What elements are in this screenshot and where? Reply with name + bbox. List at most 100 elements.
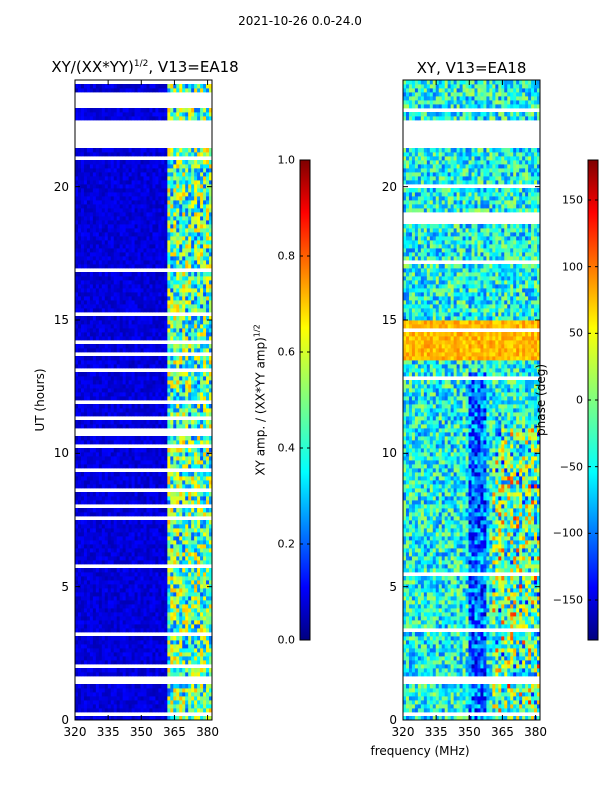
heatmap-cell bbox=[203, 356, 207, 361]
heatmap-cell bbox=[122, 548, 127, 553]
heatmap-cell bbox=[75, 240, 79, 245]
heatmap-cell bbox=[200, 364, 204, 369]
heatmap-cell bbox=[167, 292, 171, 297]
heatmap-cell bbox=[149, 704, 153, 709]
heatmap-cell bbox=[92, 436, 97, 441]
heatmap-cell bbox=[173, 348, 177, 353]
heatmap-cell bbox=[161, 304, 165, 309]
heatmap-cell bbox=[95, 392, 100, 397]
heatmap-cell bbox=[158, 524, 162, 529]
heatmap-cell bbox=[116, 300, 121, 305]
heatmap-cell bbox=[125, 208, 130, 213]
heatmap-cell bbox=[185, 288, 189, 293]
heatmap-cell bbox=[137, 572, 141, 577]
heatmap-cell bbox=[203, 288, 207, 293]
heatmap-cell bbox=[83, 204, 88, 209]
heatmap-cell bbox=[75, 624, 79, 629]
heatmap-cell bbox=[116, 704, 121, 709]
heatmap-cell bbox=[116, 224, 121, 229]
heatmap-cell bbox=[80, 264, 85, 269]
heatmap-cell bbox=[125, 696, 130, 701]
heatmap-cell bbox=[101, 248, 106, 253]
heatmap-cell bbox=[203, 300, 207, 305]
heatmap-cell bbox=[86, 548, 91, 553]
heatmap-cell bbox=[158, 320, 162, 325]
heatmap-cell bbox=[101, 348, 106, 353]
heatmap-cell bbox=[200, 224, 204, 229]
heatmap-cell bbox=[75, 620, 79, 625]
heatmap-cell bbox=[209, 208, 212, 213]
heatmap-cell bbox=[173, 436, 177, 441]
heatmap-cell bbox=[75, 684, 79, 689]
heatmap-cell bbox=[140, 424, 144, 429]
heatmap-cell bbox=[113, 636, 118, 641]
heatmap-cell bbox=[101, 204, 106, 209]
heatmap-cell bbox=[140, 524, 144, 529]
heatmap-cell bbox=[113, 608, 118, 613]
heatmap-cell bbox=[155, 592, 159, 597]
heatmap-cell bbox=[122, 524, 127, 529]
heatmap-cell bbox=[89, 372, 94, 377]
heatmap-cell bbox=[86, 604, 91, 609]
heatmap-cell bbox=[128, 704, 132, 709]
heatmap-cell bbox=[206, 316, 210, 321]
heatmap-cell bbox=[110, 612, 115, 617]
heatmap-cell bbox=[119, 388, 124, 393]
heatmap-cell bbox=[161, 596, 165, 601]
heatmap-cell bbox=[206, 548, 210, 553]
heatmap-cell bbox=[83, 716, 88, 720]
heatmap-cell bbox=[188, 528, 192, 533]
heatmap-cell bbox=[149, 688, 153, 693]
heatmap-cell bbox=[176, 376, 180, 381]
heatmap-cell bbox=[164, 448, 168, 453]
heatmap-cell bbox=[83, 228, 88, 233]
heatmap-cell bbox=[170, 568, 174, 573]
heatmap-cell bbox=[194, 332, 198, 337]
heatmap-cell bbox=[185, 572, 189, 577]
heatmap-cell bbox=[176, 708, 180, 713]
heatmap-cell bbox=[75, 616, 79, 621]
heatmap-cell bbox=[98, 392, 103, 397]
heatmap-cell bbox=[89, 568, 94, 573]
heatmap-cell bbox=[137, 300, 141, 305]
heatmap-cell bbox=[149, 440, 153, 445]
heatmap-cell bbox=[143, 320, 147, 325]
heatmap-cell bbox=[200, 216, 204, 221]
heatmap-cell bbox=[188, 532, 192, 537]
heatmap-cell bbox=[167, 528, 171, 533]
heatmap-cell bbox=[98, 540, 103, 545]
heatmap-cell bbox=[137, 384, 141, 389]
heatmap-cell bbox=[89, 436, 94, 441]
heatmap-cell bbox=[122, 704, 127, 709]
heatmap-cell bbox=[137, 512, 141, 517]
heatmap-cell bbox=[146, 216, 150, 221]
heatmap-cell bbox=[119, 652, 124, 657]
heatmap-cell bbox=[101, 580, 106, 585]
heatmap-cell bbox=[98, 436, 103, 441]
heatmap-cell bbox=[149, 424, 153, 429]
heatmap-cell bbox=[185, 612, 189, 617]
heatmap-cell bbox=[149, 252, 153, 257]
heatmap-cell bbox=[164, 536, 168, 541]
heatmap-cell bbox=[155, 380, 159, 385]
figure-suptitle: 2021-10-26 0.0-24.0 bbox=[238, 14, 362, 28]
heatmap-cell bbox=[98, 700, 103, 705]
heatmap-cell bbox=[146, 540, 150, 545]
heatmap-cell bbox=[170, 296, 174, 301]
heatmap-cell bbox=[137, 588, 141, 593]
heatmap-cell bbox=[158, 708, 162, 713]
heatmap-cell bbox=[179, 208, 183, 213]
heatmap-cell bbox=[83, 668, 88, 673]
heatmap-cell bbox=[104, 580, 109, 585]
heatmap-cell bbox=[119, 656, 124, 661]
heatmap-cell bbox=[101, 224, 106, 229]
heatmap-cell bbox=[197, 540, 201, 545]
heatmap-cell bbox=[86, 232, 91, 237]
heatmap-cell bbox=[158, 668, 162, 673]
heatmap-cell bbox=[143, 588, 147, 593]
heatmap-cell bbox=[134, 284, 138, 289]
heatmap-cell bbox=[95, 596, 100, 601]
heatmap-cell bbox=[206, 412, 210, 417]
heatmap-cell bbox=[116, 244, 121, 249]
heatmap-cell bbox=[149, 524, 153, 529]
